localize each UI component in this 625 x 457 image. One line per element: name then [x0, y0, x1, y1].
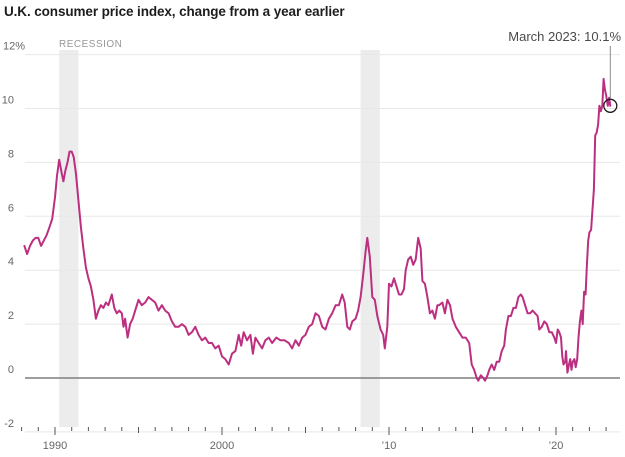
- recession-label: RECESSION: [59, 39, 123, 50]
- y-tick-label: 12%: [3, 41, 25, 53]
- x-tick-label: 1990: [43, 440, 67, 452]
- annotation-label: March 2023: 10.1%: [508, 29, 621, 44]
- recession-band: [360, 50, 380, 427]
- y-tick-label: 4: [8, 256, 14, 268]
- y-tick-label: -2: [4, 418, 14, 430]
- y-tick-label: 10: [2, 95, 14, 107]
- y-tick-label: 2: [8, 310, 14, 322]
- x-tick-label: ’10: [382, 440, 397, 452]
- y-tick-label: 8: [8, 148, 14, 160]
- x-tick-label: ’20: [549, 440, 564, 452]
- recession-band: [59, 50, 79, 427]
- y-tick-label: 0: [8, 364, 14, 376]
- cpi-series-line: [23, 77, 612, 382]
- y-tick-label: 6: [8, 202, 14, 214]
- endpoint-marker-circle: [603, 98, 618, 113]
- chart-title: U.K. consumer price index, change from a…: [4, 4, 345, 19]
- x-tick-label: 2000: [210, 440, 234, 452]
